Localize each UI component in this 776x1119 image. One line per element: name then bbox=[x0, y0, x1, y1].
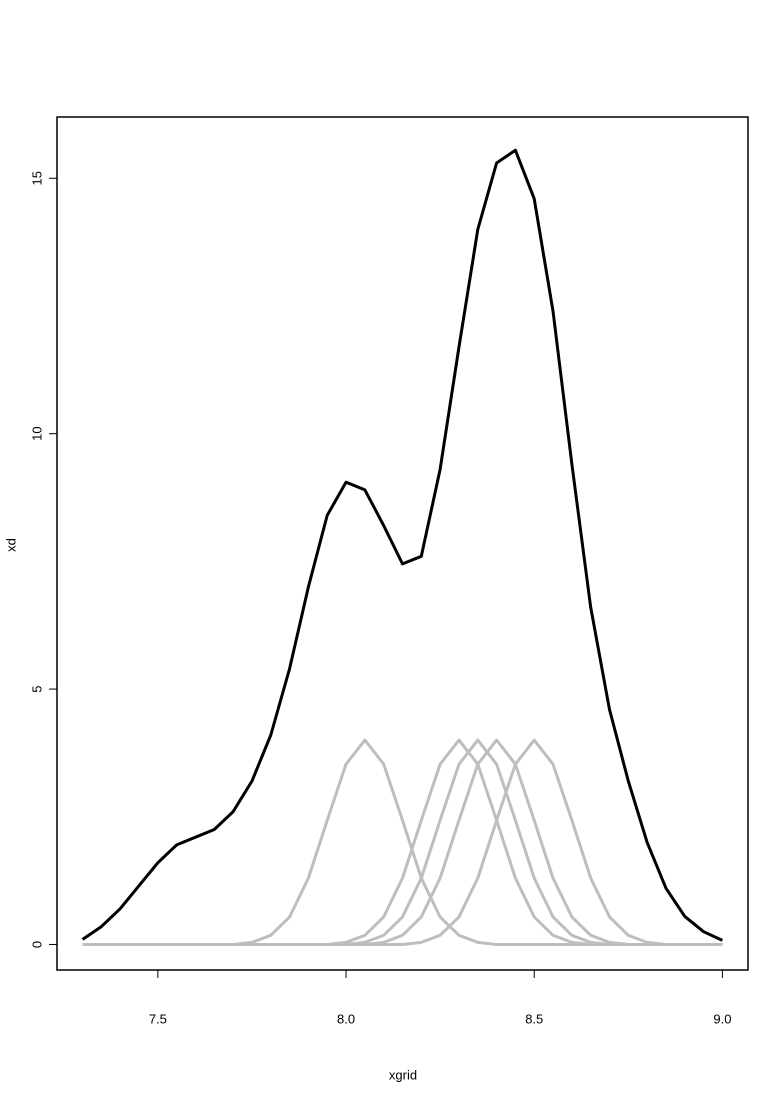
x-axis-title: xgrid bbox=[389, 1067, 417, 1082]
y-tick-label: 0 bbox=[29, 941, 44, 948]
x-tick-label: 8.5 bbox=[525, 1011, 543, 1026]
plot-frame bbox=[56, 116, 749, 971]
x-tick-label: 9.0 bbox=[713, 1011, 731, 1026]
y-tick-label: 5 bbox=[29, 685, 44, 692]
series-line bbox=[81, 148, 724, 942]
x-tick-label: 8.0 bbox=[337, 1011, 355, 1026]
x-tick-label: 7.5 bbox=[149, 1011, 167, 1026]
y-axis-title: xd bbox=[3, 538, 18, 552]
series-line bbox=[82, 738, 723, 946]
y-tick-label: 15 bbox=[29, 171, 44, 185]
y-tick-label: 10 bbox=[29, 426, 44, 440]
